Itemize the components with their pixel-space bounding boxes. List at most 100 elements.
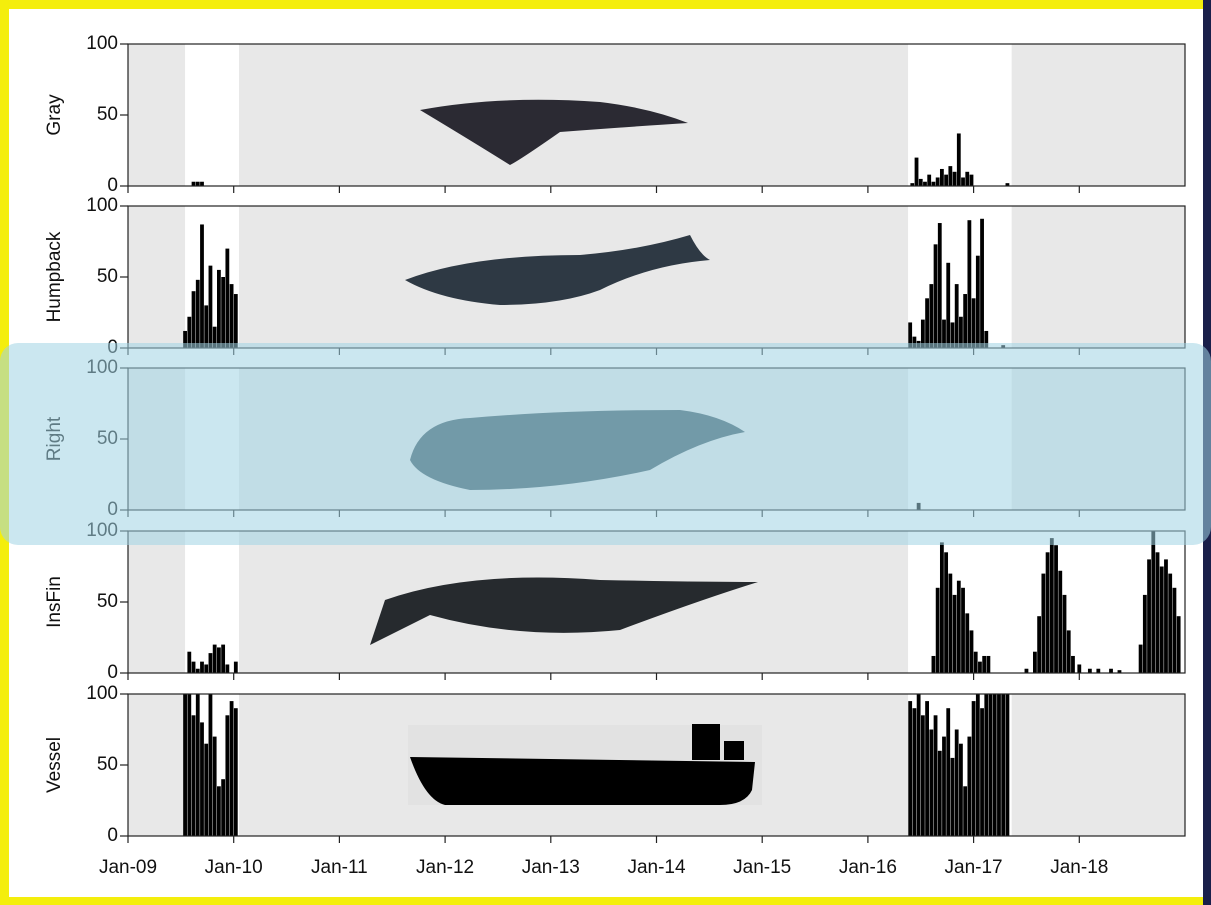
bar: [191, 291, 196, 348]
bar: [988, 694, 993, 836]
y-axis-label: Vessel: [44, 737, 65, 793]
bar: [233, 708, 238, 836]
bar: [195, 181, 200, 186]
bar: [997, 694, 1001, 836]
y-axis-label: Gray: [44, 94, 65, 136]
bar: [967, 220, 972, 348]
bar: [221, 644, 226, 673]
bar: [956, 580, 961, 673]
ship-cabin: [692, 724, 720, 760]
bar: [908, 322, 913, 348]
panel-background: [128, 206, 1185, 348]
bar: [946, 708, 951, 836]
y-axis-label: InsFin: [44, 576, 65, 628]
bar: [965, 171, 970, 186]
bar: [195, 279, 200, 348]
bar: [191, 181, 196, 186]
ship-hull: [410, 757, 755, 805]
bar: [1066, 630, 1071, 673]
bar: [1155, 552, 1160, 673]
x-tick-label: Jan-17: [945, 857, 1003, 878]
bar: [950, 757, 955, 836]
y-tick-label: 100: [86, 33, 118, 54]
bar: [1049, 538, 1054, 673]
bar: [971, 298, 976, 348]
fin-whale: [370, 577, 758, 645]
bar: [212, 736, 217, 836]
bar: [1109, 668, 1113, 673]
y-axis-label: Humpback: [44, 231, 65, 322]
bar: [216, 786, 221, 836]
bar: [925, 298, 929, 348]
bar: [1037, 616, 1042, 673]
bar: [187, 316, 192, 348]
bar: [212, 644, 217, 673]
bar: [1176, 616, 1181, 673]
bar: [952, 171, 957, 186]
bar: [221, 779, 226, 836]
bar: [912, 708, 917, 836]
bar: [986, 655, 991, 673]
bar: [1045, 552, 1050, 673]
bar: [969, 630, 974, 673]
bar: [191, 661, 196, 673]
bar: [944, 552, 949, 673]
bar: [984, 694, 989, 836]
recording-period: [185, 44, 239, 186]
bar: [961, 587, 965, 673]
bar: [204, 664, 209, 673]
bar: [969, 174, 974, 186]
y-tick-label: 0: [107, 662, 118, 683]
bar: [208, 694, 213, 836]
bar: [208, 265, 213, 348]
bar: [942, 319, 946, 348]
bar: [952, 594, 957, 673]
bar: [920, 715, 925, 836]
bar: [212, 326, 217, 348]
bar: [961, 177, 965, 186]
bar: [1138, 644, 1143, 673]
bar: [200, 722, 204, 836]
bar: [1147, 559, 1151, 673]
y-tick-label: 0: [107, 175, 118, 196]
bar: [954, 729, 959, 836]
bar: [1071, 655, 1075, 673]
bar: [204, 743, 209, 836]
bar: [910, 183, 915, 186]
bar: [939, 168, 944, 186]
bar: [187, 651, 192, 673]
bar: [982, 655, 987, 673]
bar: [187, 694, 192, 836]
bar: [946, 262, 951, 348]
y-tick-label: 50: [97, 754, 118, 775]
x-tick-label: Jan-13: [522, 857, 580, 878]
x-tick-label: Jan-10: [205, 857, 263, 878]
bar: [925, 701, 929, 836]
bar: [935, 177, 940, 186]
bar: [1087, 668, 1092, 673]
bar: [959, 316, 963, 348]
bar: [933, 715, 938, 836]
y-tick-label: 0: [107, 825, 118, 846]
x-tick-label: Jan-15: [733, 857, 791, 878]
x-tick-label: Jan-18: [1050, 857, 1108, 878]
bar: [191, 715, 196, 836]
bar: [954, 284, 959, 348]
bar: [931, 181, 936, 186]
bar: [967, 736, 972, 836]
bar: [200, 224, 204, 348]
bar: [959, 743, 963, 836]
bar: [916, 694, 921, 836]
bar: [229, 701, 234, 836]
bar: [1172, 587, 1177, 673]
y-tick-label: 100: [86, 683, 118, 704]
bar: [975, 694, 980, 836]
bar: [1151, 531, 1156, 673]
bar: [195, 668, 200, 673]
bar: [216, 647, 221, 673]
bar: [923, 181, 927, 186]
bar: [942, 736, 946, 836]
y-tick-label: 50: [97, 266, 118, 287]
bar: [963, 294, 968, 348]
bar: [956, 133, 961, 186]
